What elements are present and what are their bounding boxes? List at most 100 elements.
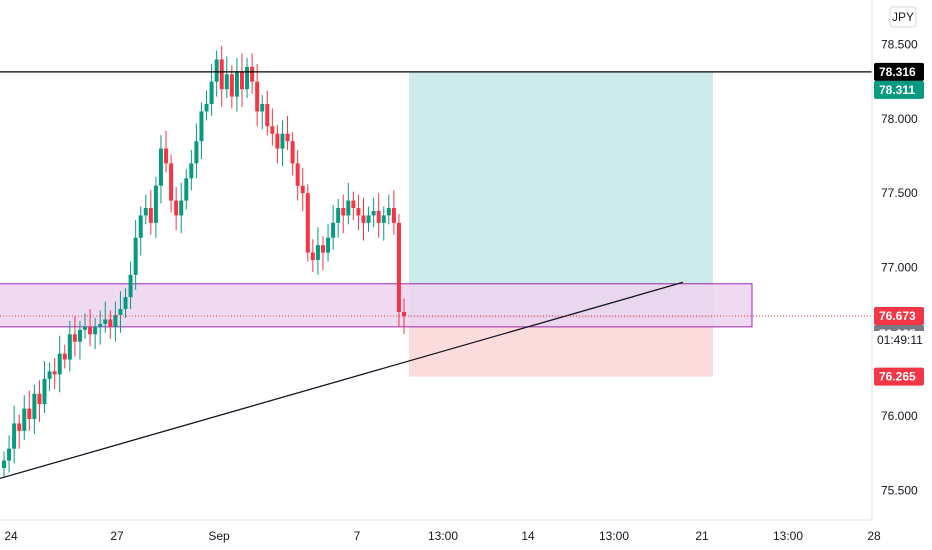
candle-body <box>194 141 199 164</box>
candle-body <box>133 237 138 275</box>
candle-body <box>275 133 280 149</box>
candle-body <box>331 222 336 238</box>
candle-body <box>341 208 346 216</box>
candle-body <box>77 329 82 342</box>
candle-body <box>255 81 260 112</box>
candle-body <box>214 59 219 82</box>
y-tick-label: 75.500 <box>881 483 918 497</box>
x-tick-label: 14 <box>521 529 535 543</box>
candle-body <box>143 208 148 216</box>
candle-body <box>189 163 194 179</box>
y-tick-label: 76.000 <box>881 409 918 423</box>
candle-body <box>270 126 275 134</box>
candle-body <box>169 163 174 201</box>
candle-body <box>37 393 42 405</box>
candle-body <box>315 245 320 260</box>
candle-body <box>391 208 396 223</box>
long-position-target-zone[interactable] <box>409 71 713 317</box>
candle-body <box>42 378 47 405</box>
x-tick-label: Sep <box>208 529 230 543</box>
y-tick-label: 77.500 <box>881 186 918 200</box>
candle-body <box>386 208 391 216</box>
candle-body <box>356 208 361 216</box>
candle-body <box>351 200 356 208</box>
candle-body <box>229 74 234 97</box>
price-tag-label: 76.265 <box>879 370 916 384</box>
trend-line[interactable] <box>0 281 684 480</box>
candle-body <box>22 408 27 431</box>
candle-body <box>57 353 62 375</box>
candle-body <box>138 215 143 238</box>
candle-body <box>108 319 113 327</box>
candle-body <box>346 200 351 216</box>
candle-body <box>366 215 371 223</box>
x-tick-label: 27 <box>110 529 124 543</box>
x-tick-label: 7 <box>354 529 361 543</box>
candle-body <box>12 423 17 449</box>
candle-body <box>93 326 98 335</box>
currency-badge[interactable] <box>889 6 917 28</box>
candle-body <box>113 314 118 327</box>
candle-body <box>199 111 204 142</box>
candle-body <box>381 215 386 223</box>
candle-body <box>184 178 189 201</box>
candlestick-series <box>2 46 406 477</box>
candle-body <box>118 309 123 315</box>
candle-body <box>280 133 285 149</box>
price-tag-label: 78.311 <box>879 83 915 97</box>
candle-body <box>209 81 214 104</box>
candle-body <box>62 353 67 360</box>
candle-body <box>396 222 401 312</box>
candle-body <box>239 71 244 90</box>
candle-body <box>98 323 103 327</box>
price-tag <box>874 62 924 81</box>
candle-body <box>128 274 133 298</box>
candle-body <box>295 163 300 186</box>
candle-body <box>153 185 158 223</box>
candle-body <box>2 460 6 468</box>
candle-body <box>148 208 153 223</box>
x-axis[interactable]: 24 27 Sep 7 13:00 14 13:00 21 13:00 28 <box>4 529 881 543</box>
candle-body <box>47 371 52 379</box>
x-tick-label: 28 <box>867 529 881 543</box>
candle-body <box>290 141 295 164</box>
price-tag <box>874 367 924 386</box>
candle-body <box>52 371 57 375</box>
price-tag <box>874 307 924 326</box>
candle-body <box>305 193 310 253</box>
price-tag-label: 78.316 <box>879 65 916 79</box>
candle-body <box>72 334 77 342</box>
candle-body <box>123 297 128 310</box>
candle-body <box>27 408 32 419</box>
candle-body <box>88 326 93 335</box>
demand-zone-rectangle[interactable] <box>0 283 753 328</box>
candle-body <box>361 215 366 223</box>
candle-body <box>83 326 88 330</box>
price-tag-label: 76.673 <box>879 309 916 323</box>
candle-body <box>371 210 376 216</box>
y-tick-label: 77.000 <box>881 260 918 274</box>
y-tick-label: 78.000 <box>881 112 918 126</box>
candle-body <box>158 148 163 186</box>
candle-body <box>320 245 325 253</box>
x-tick-label: 21 <box>695 529 709 543</box>
countdown-label: 01:49:11 <box>877 333 923 347</box>
candle-body <box>376 210 381 223</box>
candle-body <box>300 185 305 194</box>
candle-body <box>245 66 250 90</box>
candle-body <box>103 319 108 324</box>
candle-body <box>326 237 331 253</box>
x-tick-label: 13:00 <box>773 529 803 543</box>
countdown-box <box>874 331 924 350</box>
candle-body <box>285 133 290 142</box>
candle-body <box>32 393 37 419</box>
price-tag <box>874 80 924 99</box>
currency-label: JPY <box>892 10 914 24</box>
y-tick-label: 78.500 <box>881 38 918 52</box>
candle-body <box>224 74 229 90</box>
candle-body <box>250 66 255 82</box>
candle-body <box>7 448 12 461</box>
candle-body <box>234 71 239 97</box>
candle-body <box>260 104 265 112</box>
